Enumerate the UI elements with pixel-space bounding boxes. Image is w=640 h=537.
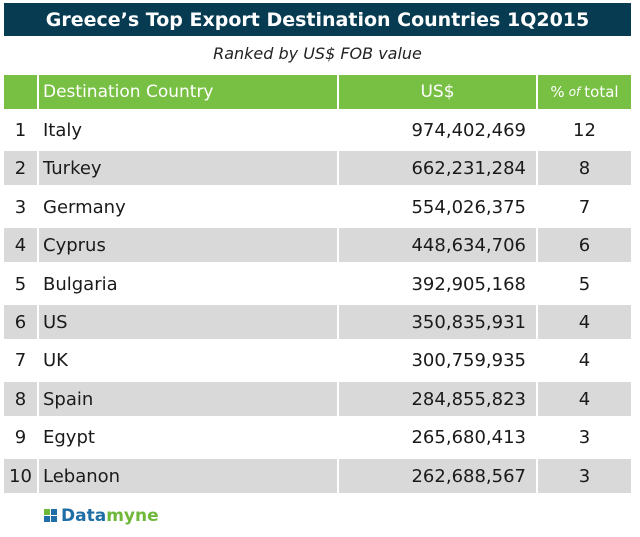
pct-cell: 3 (538, 459, 631, 493)
header-usd: US$ (339, 75, 536, 109)
table-row: 2 Turkey 662,231,284 8 (4, 151, 631, 185)
country-cell: Bulgaria (43, 273, 118, 295)
pct-cell: 8 (538, 151, 631, 185)
table-row: 6 US 350,835,931 4 (4, 305, 631, 339)
country-cell: Turkey (39, 151, 337, 185)
table-row: 10 Lebanon 262,688,567 3 (4, 459, 631, 493)
country-cell: Spain (39, 382, 337, 416)
chart-subtitle: Ranked by US$ FOB value (213, 44, 422, 63)
usd-cell: 448,634,706 (339, 228, 536, 262)
header-pct: % of total (538, 75, 631, 109)
rank-cell: 8 (4, 382, 37, 416)
pct-cell: 4 (538, 382, 631, 416)
usd-cell: 262,688,567 (339, 459, 536, 493)
usd-cell: 350,835,931 (339, 305, 536, 339)
table-row: 4 Cyprus 448,634,706 6 (4, 228, 631, 262)
table-row: 1 Italy 974,402,469 12 (4, 113, 631, 147)
country-cell: UK (43, 349, 68, 371)
rank-cell: 6 (4, 305, 37, 339)
rank-cell: 1 (14, 119, 27, 141)
header-country: Destination Country (39, 75, 337, 109)
usd-cell: 392,905,168 (411, 273, 526, 295)
rank-cell: 10 (4, 459, 37, 493)
table-row: 5 Bulgaria 392,905,168 5 (4, 267, 631, 301)
country-cell: Germany (43, 196, 126, 218)
usd-cell: 554,026,375 (411, 196, 526, 218)
table-row: 3 Germany 554,026,375 7 (4, 190, 631, 224)
pct-cell: 12 (573, 119, 596, 141)
pct-cell: 6 (538, 228, 631, 262)
pct-cell: 7 (578, 196, 591, 218)
table-row: 8 Spain 284,855,823 4 (4, 382, 631, 416)
rank-cell: 2 (4, 151, 37, 185)
datamyne-logo-icon (44, 509, 58, 523)
country-cell: US (39, 305, 337, 339)
chart-title: Greece’s Top Export Destination Countrie… (4, 3, 631, 36)
rank-cell: 9 (14, 426, 27, 448)
header-pct-total: total (584, 83, 619, 101)
datamyne-logo: Data myne (44, 505, 159, 527)
rank-cell: 7 (14, 349, 27, 371)
header-pct-of: of (568, 85, 581, 99)
header-rank-cell (4, 75, 37, 109)
usd-cell: 284,855,823 (339, 382, 536, 416)
pct-cell: 3 (578, 426, 591, 448)
usd-cell: 265,680,413 (411, 426, 526, 448)
rank-cell: 4 (4, 228, 37, 262)
pct-cell: 4 (538, 305, 631, 339)
usd-cell: 974,402,469 (411, 119, 526, 141)
country-cell: Lebanon (39, 459, 337, 493)
table-row: 9 Egypt 265,680,413 3 (4, 420, 631, 454)
usd-cell: 300,759,935 (411, 349, 526, 371)
rank-cell: 3 (14, 196, 27, 218)
rank-cell: 5 (14, 273, 27, 295)
usd-cell: 662,231,284 (339, 151, 536, 185)
brand-part-1: Data (61, 506, 107, 526)
brand-part-2: myne (106, 506, 159, 526)
country-cell: Italy (43, 119, 83, 141)
header-pct-symbol: % (550, 83, 565, 101)
table-row: 7 UK 300,759,935 4 (4, 343, 631, 377)
pct-cell: 4 (578, 349, 591, 371)
country-cell: Egypt (43, 426, 95, 448)
table-header: Destination Country US$ % of total (4, 75, 631, 109)
pct-cell: 5 (578, 273, 591, 295)
country-cell: Cyprus (39, 228, 337, 262)
